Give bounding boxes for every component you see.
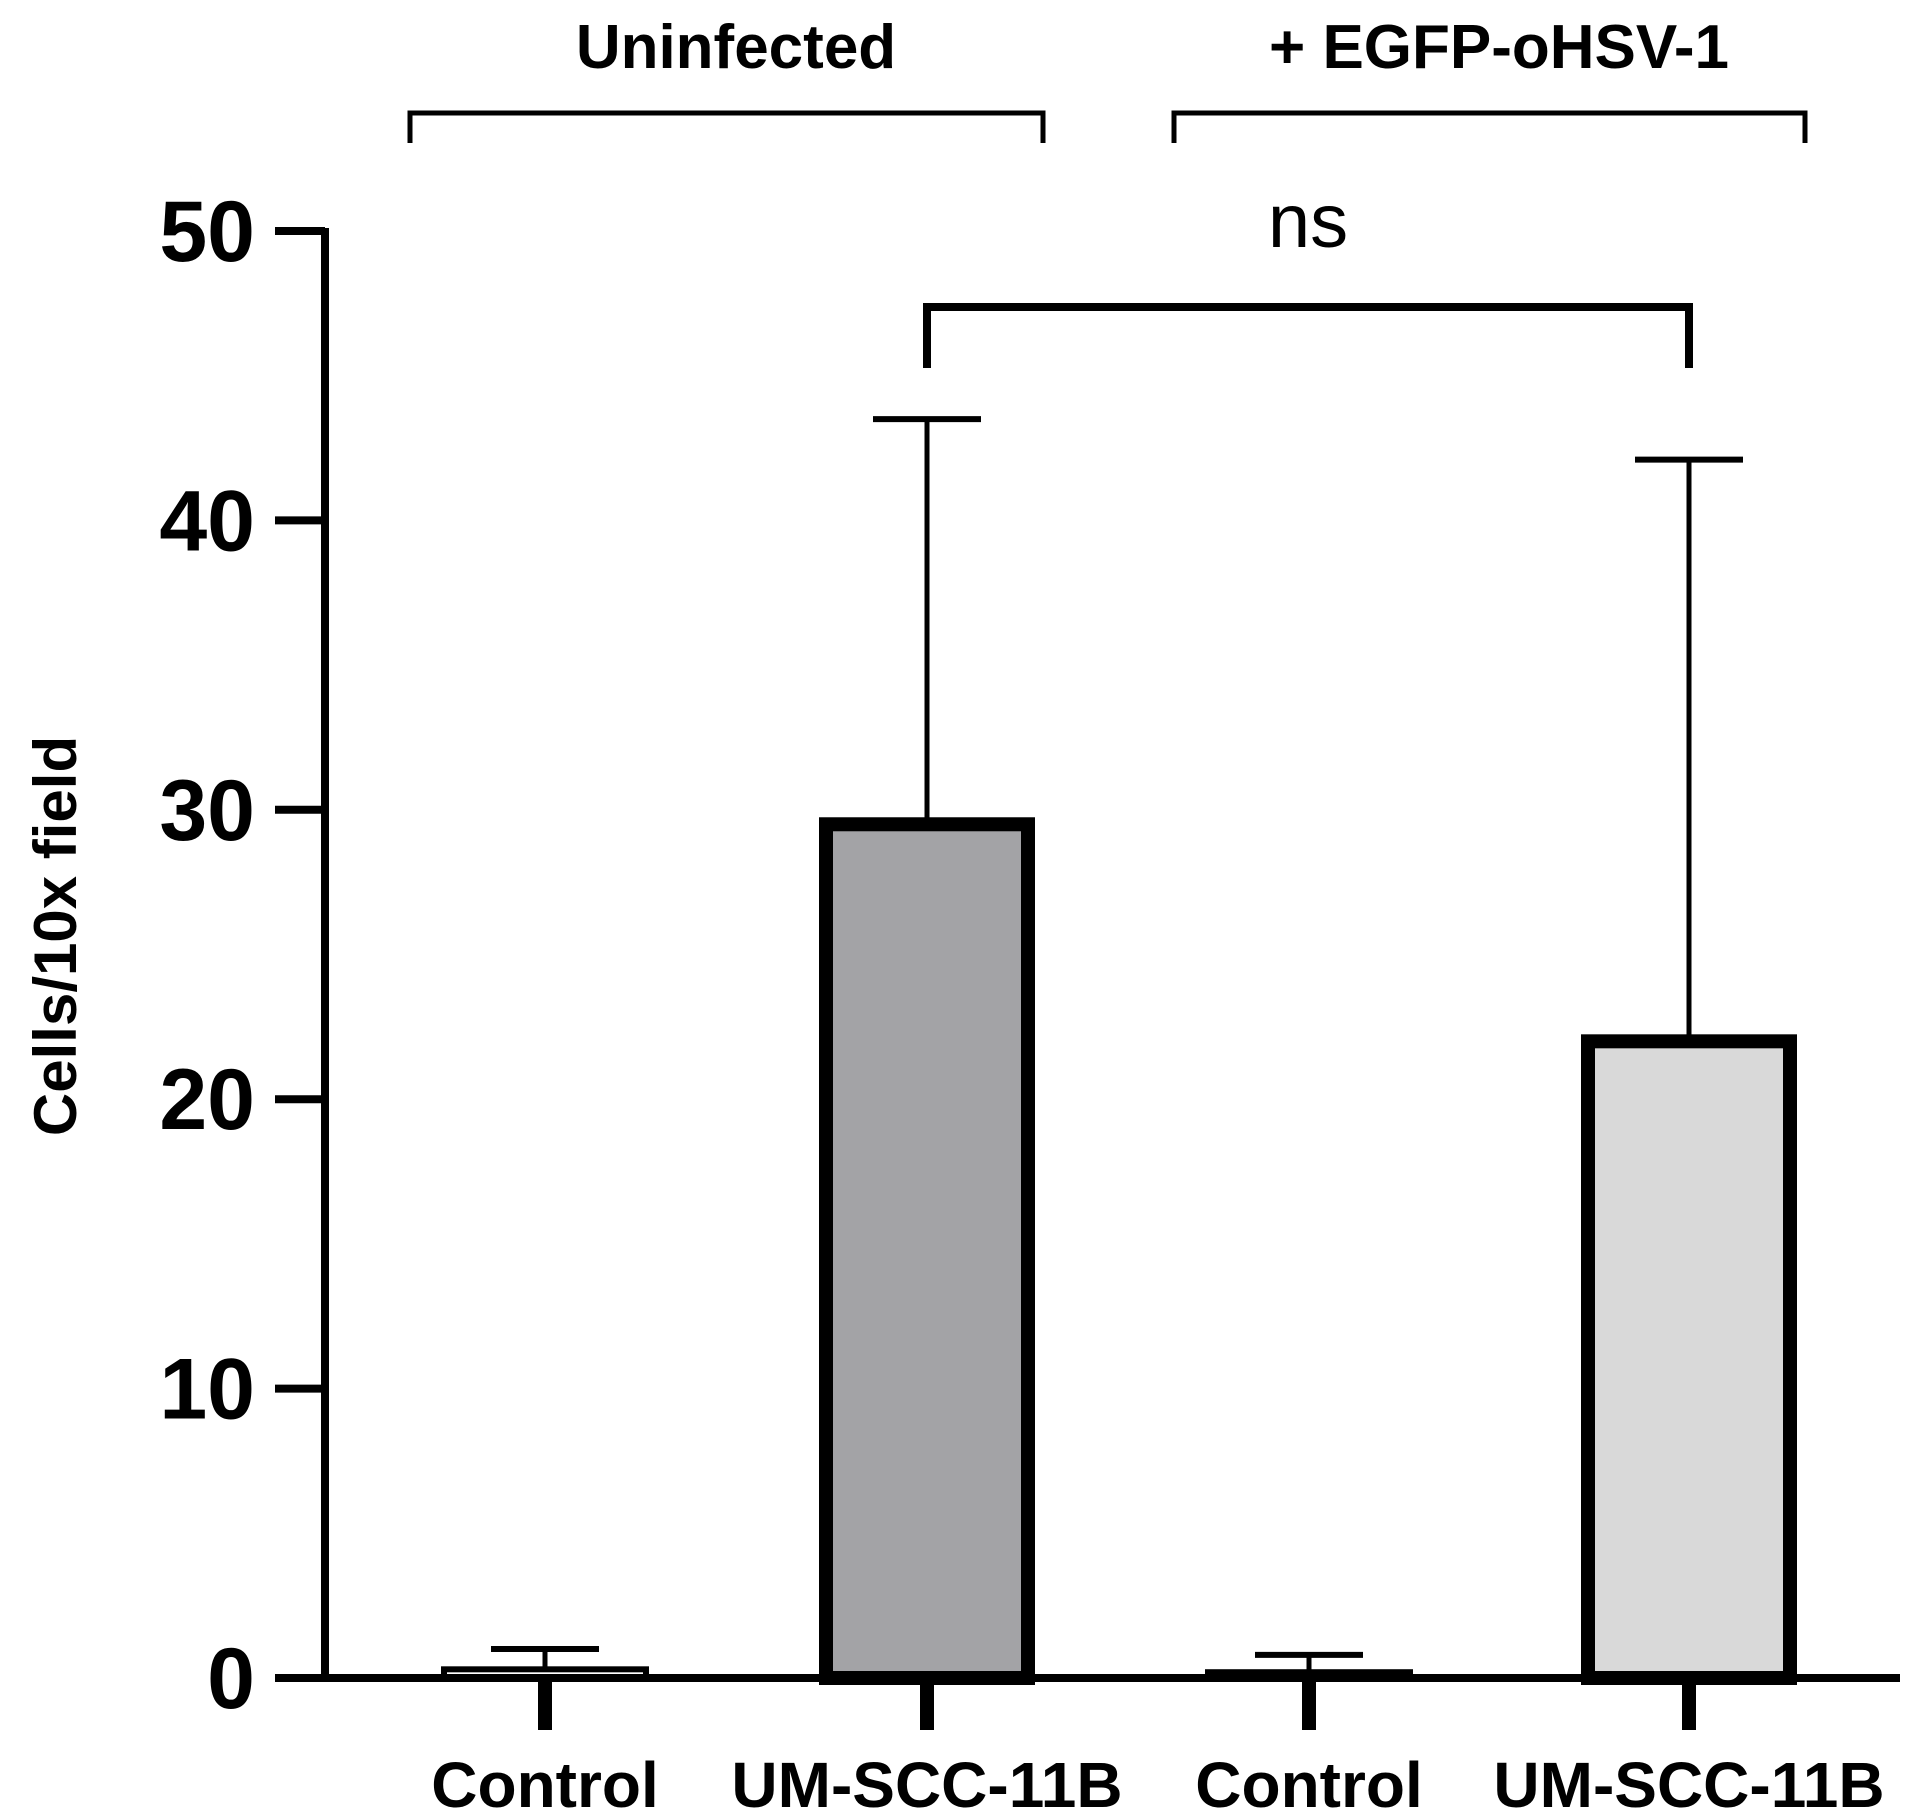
significance-bracket: [923, 303, 1693, 368]
x-tick-label: Control: [1195, 1749, 1423, 1811]
y-tick-label: 0: [207, 1631, 255, 1727]
group-bracket: [1171, 110, 1808, 143]
y-axis-title: Cells/10x field: [22, 736, 89, 1136]
significance-annotations: ns: [923, 179, 1693, 368]
group-brackets: Uninfected + EGFP-oHSV-1: [407, 13, 1808, 143]
group-label: + EGFP-oHSV-1: [1269, 13, 1729, 82]
axes: 0 10 20 30 40 50 Control UM-SCC-11B Control UM-SC…: [159, 184, 1900, 1811]
y-tick-label: 30: [159, 763, 255, 859]
bar: [1581, 1034, 1797, 1685]
group-label: Uninfected: [576, 13, 896, 82]
bar: [819, 817, 1035, 1685]
x-tick-label: UM-SCC-11B: [731, 1749, 1122, 1811]
group-bracket: [407, 110, 1046, 143]
x-tick-label: Control: [431, 1749, 659, 1811]
bars: [441, 416, 1797, 1685]
y-tick-label: 20: [159, 1052, 255, 1148]
y-tick-label: 40: [159, 473, 255, 569]
y-tick-label: 10: [159, 1342, 255, 1438]
x-tick-label: UM-SCC-11B: [1493, 1749, 1884, 1811]
significance-label: ns: [1268, 179, 1348, 264]
y-tick-label: 50: [159, 184, 255, 280]
